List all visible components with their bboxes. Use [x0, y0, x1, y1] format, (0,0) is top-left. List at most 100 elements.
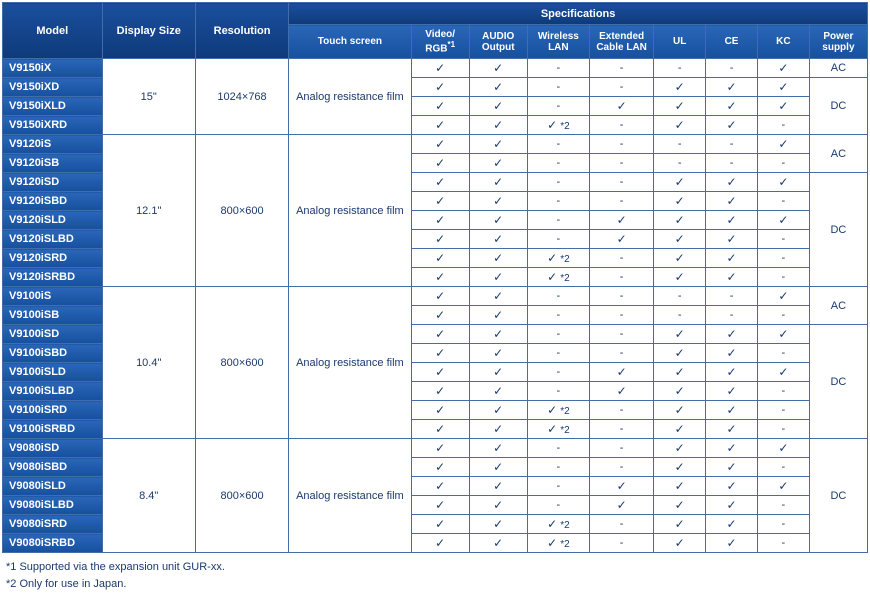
header-audio-output: AUDIO Output — [469, 25, 527, 59]
table-cell: ✓ — [411, 211, 469, 230]
table-cell: - — [589, 420, 653, 439]
model-cell: V9100iSRBD — [3, 420, 103, 439]
header-specifications: Specifications — [289, 3, 868, 25]
model-cell: V9080iSD — [3, 439, 103, 458]
table-cell: - — [706, 306, 758, 325]
table-cell: - — [527, 230, 589, 249]
table-cell: ✓ — [757, 211, 809, 230]
table-cell: ✓ — [654, 515, 706, 534]
model-cell: V9120iSBD — [3, 192, 103, 211]
table-cell: - — [527, 496, 589, 515]
table-cell: ✓ — [706, 344, 758, 363]
table-cell: - — [706, 154, 758, 173]
table-cell: Analog resistance film — [289, 439, 411, 553]
model-cell: V9150iX — [3, 59, 103, 78]
table-cell: ✓ — [589, 97, 653, 116]
table-cell: - — [527, 135, 589, 154]
table-cell: ✓ — [411, 420, 469, 439]
table-cell: ✓ — [706, 325, 758, 344]
table-cell: - — [589, 325, 653, 344]
table-cell: ✓ — [757, 287, 809, 306]
table-cell: ✓ — [469, 344, 527, 363]
table-cell: - — [589, 173, 653, 192]
table-cell: AC — [809, 59, 867, 78]
model-cell: V9100iSRD — [3, 401, 103, 420]
table-cell: ✓ — [469, 363, 527, 382]
table-row: V9120iS12.1"800×600Analog resistance fil… — [3, 135, 868, 154]
header-extended-lan: Extended Cable LAN — [589, 25, 653, 59]
table-cell: - — [527, 154, 589, 173]
table-cell: - — [757, 515, 809, 534]
table-cell: - — [706, 287, 758, 306]
table-cell: ✓ — [589, 211, 653, 230]
table-cell: ✓ — [654, 401, 706, 420]
table-cell: ✓ — [706, 534, 758, 553]
table-cell: ✓ — [654, 249, 706, 268]
table-cell: ✓ — [654, 477, 706, 496]
header-ce: CE — [706, 25, 758, 59]
table-cell: ✓ — [469, 97, 527, 116]
table-cell: - — [589, 401, 653, 420]
table-cell: ✓ — [469, 173, 527, 192]
table-cell: - — [654, 154, 706, 173]
table-cell: ✓ — [757, 97, 809, 116]
table-cell: ✓ — [469, 420, 527, 439]
table-cell: - — [589, 59, 653, 78]
table-cell: - — [589, 78, 653, 97]
table-cell: ✓ — [469, 515, 527, 534]
table-cell: ✓ — [654, 458, 706, 477]
table-cell: ✓ — [411, 325, 469, 344]
model-cell: V9080iSLBD — [3, 496, 103, 515]
table-cell: ✓ — [411, 97, 469, 116]
table-cell: ✓ — [706, 439, 758, 458]
table-cell: DC — [809, 439, 867, 553]
model-cell: V9100iSBD — [3, 344, 103, 363]
table-cell: ✓ — [654, 78, 706, 97]
table-cell: ✓ — [469, 496, 527, 515]
table-cell: ✓ — [706, 363, 758, 382]
table-cell: ✓ — [469, 249, 527, 268]
table-cell: - — [757, 401, 809, 420]
model-cell: V9150iXD — [3, 78, 103, 97]
table-cell: ✓ — [411, 515, 469, 534]
table-cell: ✓ *2 — [527, 515, 589, 534]
table-cell: ✓ — [411, 477, 469, 496]
header-resolution: Resolution — [195, 3, 288, 59]
header-ul: UL — [654, 25, 706, 59]
table-cell: ✓ — [654, 211, 706, 230]
table-row: V9100iS10.4"800×600Analog resistance fil… — [3, 287, 868, 306]
table-cell: ✓ — [589, 382, 653, 401]
table-cell: - — [654, 306, 706, 325]
table-cell: ✓ — [469, 78, 527, 97]
model-cell: V9120iS — [3, 135, 103, 154]
model-cell: V9100iS — [3, 287, 103, 306]
table-cell: - — [527, 78, 589, 97]
table-cell: ✓ — [469, 534, 527, 553]
table-cell: ✓ — [654, 325, 706, 344]
table-cell: 800×600 — [195, 439, 288, 553]
model-cell: V9080iSLD — [3, 477, 103, 496]
table-cell: - — [706, 59, 758, 78]
table-cell: ✓ — [411, 458, 469, 477]
model-cell: V9080iSRD — [3, 515, 103, 534]
table-cell: ✓ — [654, 116, 706, 135]
table-cell: ✓ — [469, 401, 527, 420]
table-cell: - — [757, 344, 809, 363]
table-cell: ✓ *2 — [527, 268, 589, 287]
table-cell: ✓ — [469, 306, 527, 325]
table-cell: Analog resistance film — [289, 135, 411, 287]
table-cell: - — [527, 439, 589, 458]
table-cell: - — [757, 249, 809, 268]
table-cell: ✓ — [706, 420, 758, 439]
table-cell: ✓ — [757, 363, 809, 382]
table-cell: Analog resistance film — [289, 59, 411, 135]
table-cell: - — [654, 59, 706, 78]
table-cell: ✓ — [411, 154, 469, 173]
table-cell: ✓ — [469, 268, 527, 287]
table-cell: AC — [809, 287, 867, 325]
table-cell: - — [527, 97, 589, 116]
table-cell: ✓ *2 — [527, 534, 589, 553]
model-cell: V9150iXRD — [3, 116, 103, 135]
table-cell: - — [589, 344, 653, 363]
table-cell: DC — [809, 78, 867, 135]
